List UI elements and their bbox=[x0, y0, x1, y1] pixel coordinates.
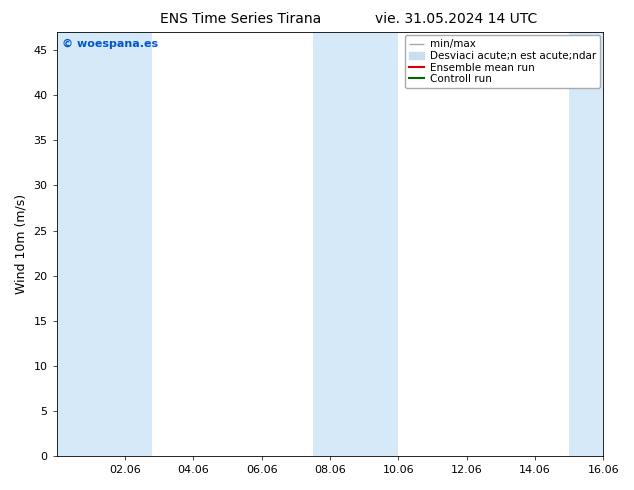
Text: vie. 31.05.2024 14 UTC: vie. 31.05.2024 14 UTC bbox=[375, 12, 538, 26]
Bar bbox=[569, 32, 603, 456]
Y-axis label: Wind 10m (m/s): Wind 10m (m/s) bbox=[15, 194, 28, 294]
Bar bbox=[313, 32, 398, 456]
Bar bbox=[56, 32, 108, 456]
Text: ENS Time Series Tirana: ENS Time Series Tirana bbox=[160, 12, 321, 26]
Bar bbox=[108, 32, 152, 456]
Legend: min/max, Desviaci acute;n est acute;ndar, Ensemble mean run, Controll run: min/max, Desviaci acute;n est acute;ndar… bbox=[404, 35, 600, 88]
Text: © woespana.es: © woespana.es bbox=[62, 39, 158, 49]
